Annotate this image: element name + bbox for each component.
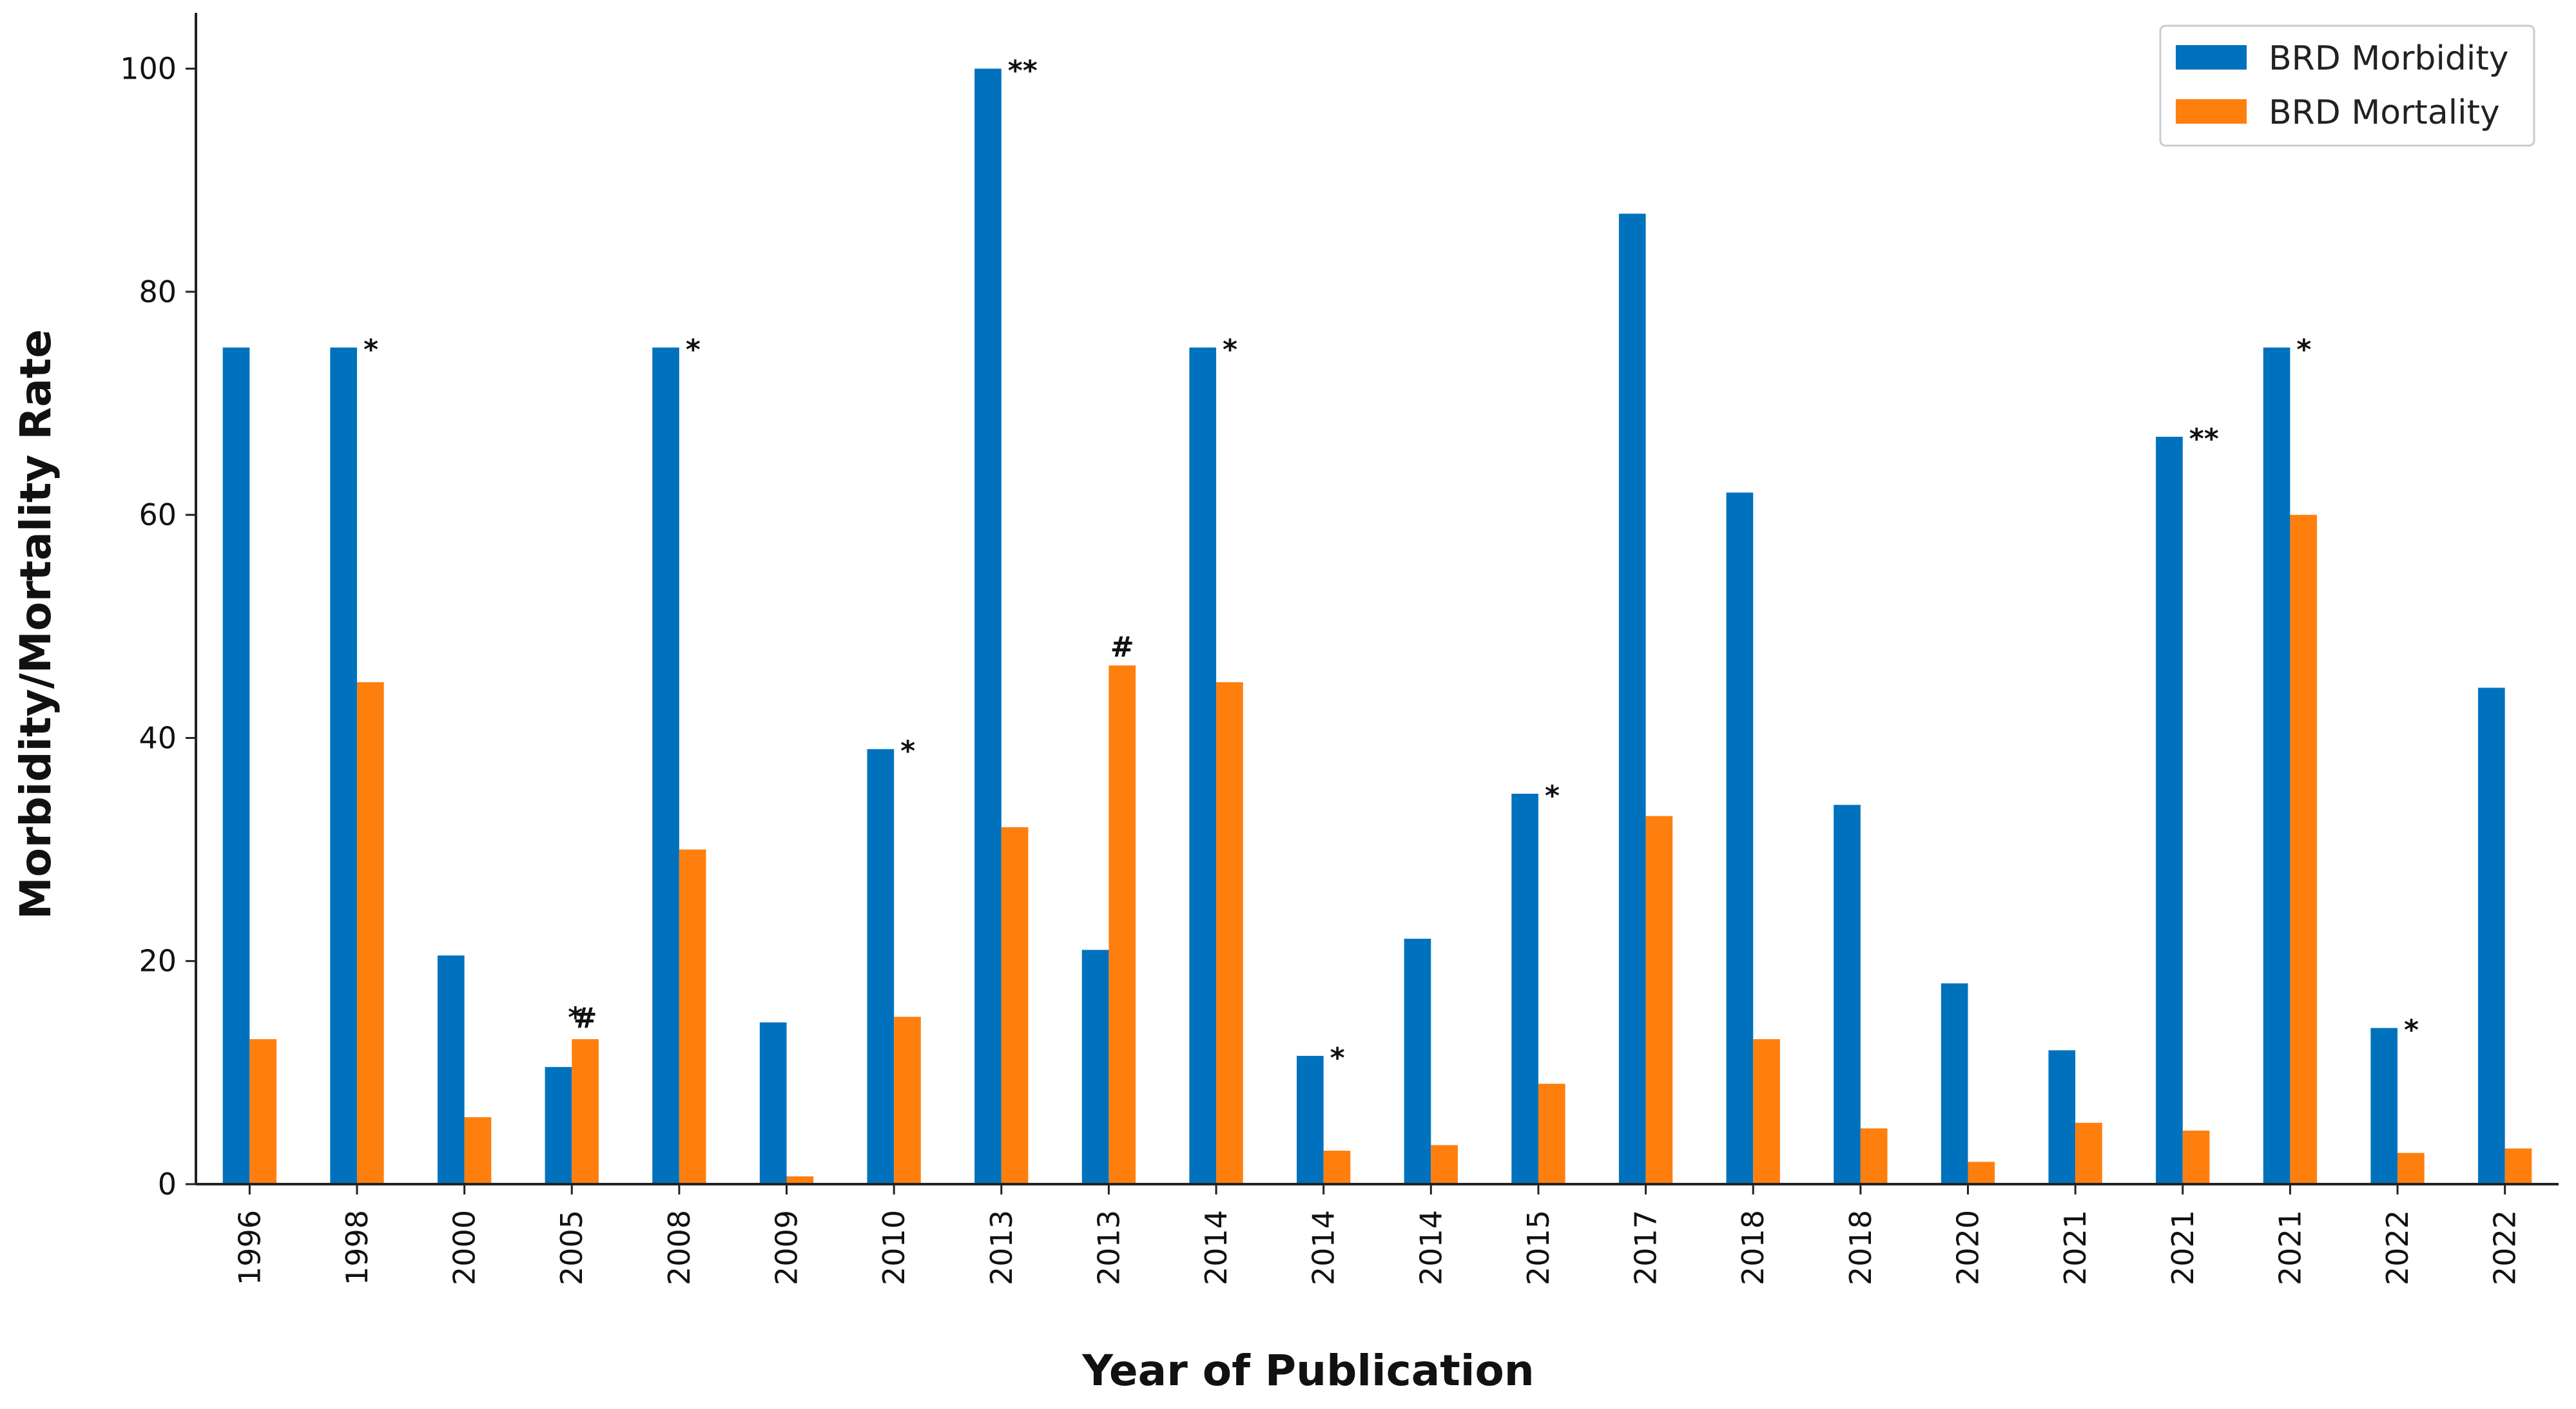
y-tick-label: 80	[139, 274, 177, 309]
bar-mortality	[1431, 1145, 1458, 1184]
x-tick-label: 2022	[2488, 1210, 2523, 1285]
x-ticks: 1996 1998 2000 2005 2008 2009 2010 2013 2013 2014…	[232, 1184, 2523, 1285]
annotation-hash: #	[1110, 631, 1134, 664]
x-tick-label: 2021	[2272, 1210, 2307, 1285]
annotation-asterisk: *	[363, 333, 378, 366]
bar-mortality	[1216, 682, 1243, 1184]
x-tick-label: 2017	[1629, 1210, 1663, 1285]
x-tick-label: 2020	[1951, 1210, 1986, 1285]
y-tick-label: 0	[158, 1167, 177, 1202]
bar-morbidity	[2048, 1050, 2076, 1184]
bar-morbidity	[974, 68, 1002, 1185]
bar-morbidity	[1834, 805, 1861, 1184]
annotation-asterisk: *	[1223, 333, 1237, 366]
x-tick-label: 2021	[2058, 1210, 2093, 1285]
x-tick-label: 2010	[876, 1210, 911, 1285]
bar-mortality	[679, 849, 706, 1184]
bar-mortality	[2397, 1153, 2425, 1184]
bar-mortality	[1538, 1084, 1565, 1184]
bar-morbidity	[437, 955, 465, 1184]
legend-swatch-morbidity	[2176, 45, 2247, 70]
x-tick-label: 2022	[2380, 1210, 2415, 1285]
x-tick-label: 2009	[770, 1210, 804, 1285]
annotation-asterisk: **	[1008, 55, 1038, 88]
bar-mortality	[2182, 1130, 2210, 1184]
annotation-asterisk: **	[2189, 423, 2219, 455]
bar-morbidity	[2370, 1028, 2398, 1184]
x-tick-label: 2013	[984, 1210, 1019, 1285]
bar-morbidity	[222, 347, 250, 1184]
x-tick-label: 2014	[1199, 1210, 1234, 1285]
annotation-asterisk: *	[568, 1001, 583, 1034]
annotation-asterisk: *	[1330, 1042, 1345, 1075]
annotation-asterisk: *	[900, 735, 915, 768]
bar-mortality	[786, 1176, 814, 1184]
legend: BRD Morbidity BRD Mortality	[2159, 24, 2535, 147]
y-tick-label: 40	[139, 720, 177, 755]
x-tick-label: 2021	[2165, 1210, 2200, 1285]
bar-morbidity	[1081, 950, 1109, 1184]
x-tick-label: 2000	[447, 1210, 482, 1285]
y-tick-label: 100	[120, 52, 177, 86]
bar-morbidity	[1726, 492, 1754, 1184]
bar-morbidity	[2478, 687, 2505, 1184]
x-tick-label: 1998	[340, 1210, 374, 1285]
x-tick-label: 2015	[1521, 1210, 1556, 1285]
bar-morbidity	[652, 347, 679, 1184]
bar-morbidity	[1404, 939, 1431, 1184]
x-tick-label: 2013	[1091, 1210, 1126, 1285]
axes-layer	[195, 13, 2559, 1185]
annotation-asterisk: *	[686, 333, 701, 366]
bar-mortality	[1001, 827, 1029, 1184]
bar-mortality	[2290, 515, 2318, 1185]
bar-morbidity	[2156, 436, 2183, 1184]
legend-label-mortality: BRD Mortality	[2269, 93, 2500, 132]
bar-mortality	[1753, 1039, 1780, 1184]
y-ticks: 0 20 40 60 80 100	[120, 52, 196, 1202]
legend-box	[2159, 24, 2535, 147]
bar-morbidity	[867, 749, 895, 1184]
bar-mortality	[894, 1017, 921, 1184]
annotations-layer: **#****#*******	[363, 55, 2419, 1075]
y-tick-label: 20	[139, 944, 177, 979]
bar-morbidity	[1618, 213, 1646, 1185]
bar-mortality	[2075, 1122, 2102, 1184]
x-tick-label: 2014	[1413, 1210, 1448, 1285]
annotation-hash: #	[574, 1002, 597, 1035]
legend-swatch-mortality	[2176, 99, 2247, 124]
x-tick-label: 2008	[662, 1210, 697, 1285]
x-axis-title: Year of Publication	[1081, 1346, 1535, 1395]
bar-morbidity	[1297, 1055, 1324, 1184]
bar-mortality	[464, 1117, 492, 1184]
bar-morbidity	[1941, 983, 1968, 1184]
bar-mortality	[1860, 1128, 1888, 1184]
y-tick-label: 60	[139, 497, 177, 532]
x-tick-label: 2014	[1306, 1210, 1341, 1285]
annotation-asterisk: *	[1545, 780, 1560, 812]
bar-morbidity	[545, 1067, 572, 1184]
bar-mortality	[1109, 665, 1136, 1184]
bar-mortality	[1968, 1162, 1995, 1184]
bar-morbidity	[1511, 794, 1538, 1184]
bar-morbidity	[759, 1022, 787, 1184]
bar-morbidity	[330, 347, 357, 1184]
bar-morbidity	[2263, 347, 2290, 1184]
bar-mortality	[1645, 816, 1673, 1184]
bar-mortality	[2504, 1148, 2532, 1184]
bar-mortality	[356, 682, 384, 1184]
legend-label-morbidity: BRD Morbidity	[2269, 39, 2509, 78]
x-tick-label: 2005	[554, 1210, 589, 1285]
annotation-asterisk: *	[2296, 333, 2311, 366]
bar-mortality	[572, 1039, 599, 1184]
x-tick-label: 2018	[1843, 1210, 1878, 1285]
bar-mortality	[1323, 1151, 1351, 1184]
bar-mortality	[249, 1039, 276, 1184]
x-tick-label: 2018	[1736, 1210, 1770, 1285]
bars-layer	[222, 68, 2532, 1185]
y-axis-title: Morbidity/Mortality Rate	[11, 329, 61, 919]
x-tick-label: 1996	[232, 1210, 267, 1285]
bar-morbidity	[1189, 347, 1217, 1184]
annotation-asterisk: *	[2404, 1014, 2419, 1047]
